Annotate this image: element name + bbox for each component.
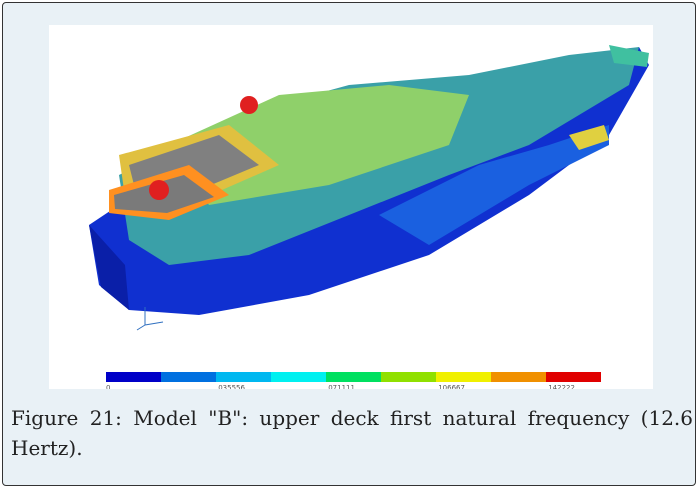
colorbar-segment xyxy=(491,372,546,382)
colorbar-segment xyxy=(546,372,601,382)
colorbar-segment xyxy=(436,372,491,382)
colorbar-segment xyxy=(216,372,271,382)
figure-frame: 0.035556.071111.106667.142222.017778.053… xyxy=(2,2,696,486)
colorbar-segment xyxy=(326,372,381,382)
colorbar-label: .071111 xyxy=(326,384,355,389)
figure-image: 0.035556.071111.106667.142222.017778.053… xyxy=(49,25,653,389)
colorbar-label: 0 xyxy=(106,384,110,389)
colorbar-label: .142222 xyxy=(546,384,575,389)
colorbar-segment xyxy=(381,372,436,382)
caption: Figure 21: Model "B": upper deck first n… xyxy=(11,403,693,463)
colorbar-segment xyxy=(106,372,161,382)
colorbar-label: .035556 xyxy=(216,384,245,389)
colorbar-segment xyxy=(271,372,326,382)
colorbar-segment xyxy=(161,372,216,382)
colorbar-label: .106667 xyxy=(436,384,465,389)
